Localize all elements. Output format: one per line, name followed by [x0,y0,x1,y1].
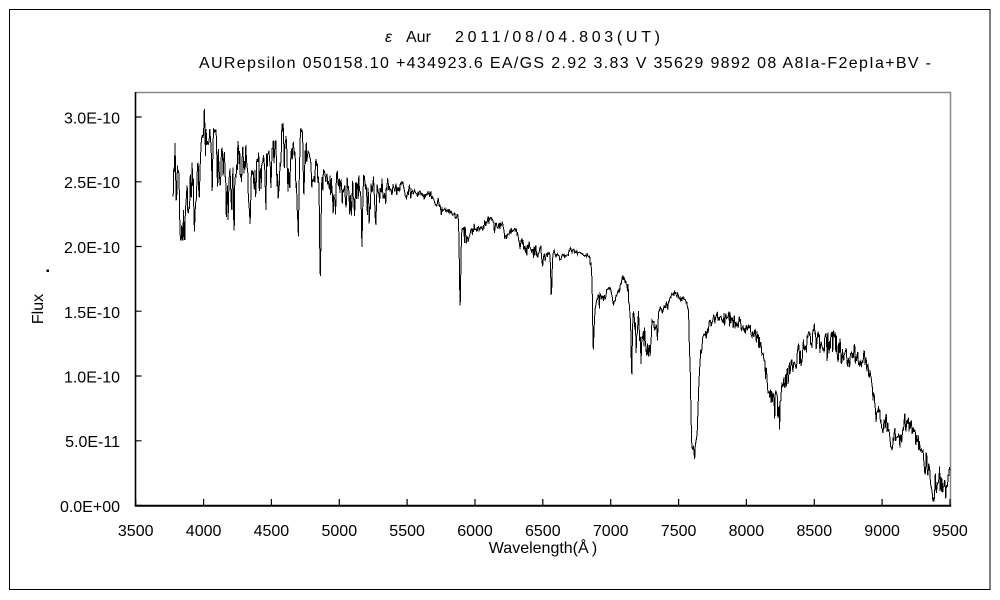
svg-text:2.0E-10: 2.0E-10 [64,240,120,257]
svg-text:7000: 7000 [593,523,629,540]
svg-text:Aur: Aur [406,29,432,46]
svg-text:2.5E-10: 2.5E-10 [64,175,120,192]
svg-text:1.5E-10: 1.5E-10 [64,305,120,322]
svg-text:9500: 9500 [932,523,968,540]
svg-text:4000: 4000 [186,523,222,540]
svg-text:Wavelength(Å ): Wavelength(Å ) [489,538,597,557]
svg-text:3.0E-10: 3.0E-10 [64,111,120,128]
svg-text:6000: 6000 [457,523,493,540]
svg-text:4500: 4500 [254,523,290,540]
svg-text:8500: 8500 [797,523,833,540]
svg-text:5.0E-11: 5.0E-11 [65,434,120,451]
svg-text:ε: ε [385,29,393,46]
svg-text:AURepsilon 050158.10 +434923.6: AURepsilon 050158.10 +434923.6 EA/GS 2.9… [199,55,931,72]
svg-text:Flux: Flux [30,294,47,324]
svg-text:6500: 6500 [525,523,561,540]
svg-text:0.0E+00: 0.0E+00 [60,499,120,516]
svg-text:1.0E-10: 1.0E-10 [64,370,120,387]
svg-text:2011/08/04.803(UT): 2011/08/04.803(UT) [455,29,660,46]
svg-text:8000: 8000 [729,523,765,540]
svg-text:7500: 7500 [661,523,697,540]
svg-text:5000: 5000 [322,523,358,540]
svg-text:5500: 5500 [389,523,425,540]
svg-text:3500: 3500 [118,523,154,540]
svg-text:9000: 9000 [864,523,900,540]
